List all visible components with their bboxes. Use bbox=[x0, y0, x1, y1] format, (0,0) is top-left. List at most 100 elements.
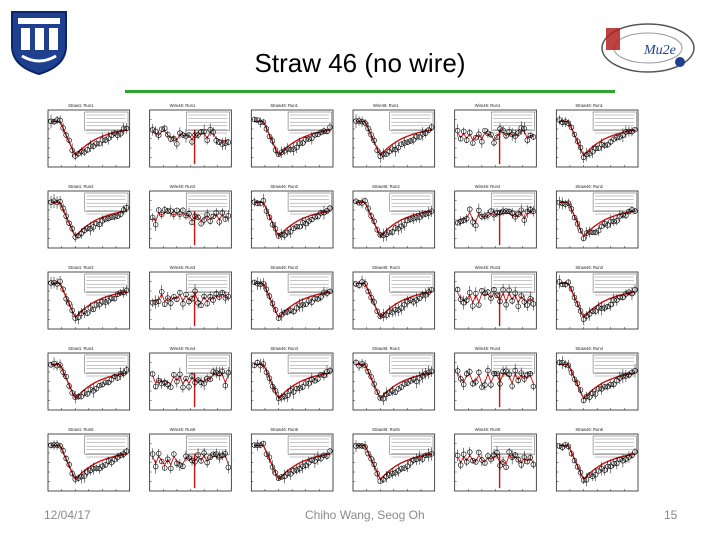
data-point bbox=[204, 300, 210, 307]
data-point bbox=[479, 213, 485, 220]
data-point bbox=[473, 379, 479, 385]
plot-panel: Wire46: Run5 bbox=[149, 427, 232, 492]
data-point bbox=[353, 281, 359, 287]
data-point bbox=[500, 208, 506, 215]
data-point bbox=[275, 233, 282, 239]
data-point bbox=[192, 213, 198, 220]
fit-curve bbox=[559, 201, 636, 238]
data-point bbox=[413, 378, 420, 385]
data-point bbox=[599, 305, 605, 312]
data-point bbox=[530, 301, 537, 307]
stats-box bbox=[186, 354, 230, 374]
plot-panel: Straw46: Run1 bbox=[555, 103, 639, 168]
data-point bbox=[515, 377, 521, 384]
data-point bbox=[571, 457, 578, 464]
data-point bbox=[297, 385, 303, 391]
data-point bbox=[482, 290, 488, 296]
data-point bbox=[476, 369, 482, 376]
data-point bbox=[171, 211, 177, 217]
stats-box bbox=[592, 111, 637, 131]
data-point bbox=[629, 207, 635, 213]
data-point bbox=[165, 456, 171, 462]
data-point bbox=[626, 289, 632, 295]
data-point bbox=[485, 289, 491, 295]
mu2e-wordmark: Mu2e bbox=[643, 43, 676, 58]
data-point bbox=[454, 452, 461, 459]
data-point bbox=[524, 208, 530, 215]
data-point bbox=[198, 458, 204, 464]
data-point bbox=[377, 395, 383, 401]
data-point bbox=[506, 371, 512, 378]
data-point bbox=[87, 467, 94, 474]
data-point bbox=[290, 225, 297, 232]
data-point bbox=[374, 227, 380, 233]
data-point bbox=[602, 384, 608, 390]
data-point bbox=[356, 363, 362, 369]
data-point bbox=[374, 470, 380, 477]
data-point bbox=[380, 232, 386, 239]
data-point bbox=[506, 287, 512, 293]
data-point bbox=[312, 295, 318, 302]
data-point bbox=[503, 208, 509, 214]
data-point bbox=[306, 380, 312, 387]
data-point bbox=[556, 359, 563, 366]
data-point bbox=[275, 395, 282, 402]
data-point bbox=[416, 295, 423, 302]
data-point bbox=[149, 451, 156, 457]
data-point bbox=[321, 372, 327, 379]
data-point bbox=[99, 299, 106, 305]
data-point bbox=[359, 119, 365, 125]
plot-panel: Straw1: Run3 bbox=[47, 265, 131, 330]
data-point bbox=[263, 369, 270, 376]
data-point bbox=[620, 212, 626, 218]
data-point bbox=[410, 215, 417, 222]
data-point bbox=[66, 461, 72, 468]
data-point bbox=[156, 207, 162, 213]
data-point bbox=[457, 136, 464, 142]
data-point bbox=[602, 467, 608, 473]
data-point bbox=[512, 452, 518, 458]
data-point bbox=[497, 298, 503, 305]
data-point bbox=[48, 442, 54, 449]
data-point bbox=[595, 305, 602, 311]
data-point bbox=[413, 456, 420, 463]
data-point bbox=[99, 218, 106, 224]
stats-box bbox=[287, 192, 332, 212]
data-point bbox=[312, 378, 318, 384]
data-point bbox=[263, 126, 270, 132]
data-point bbox=[78, 148, 84, 155]
data-point bbox=[192, 288, 198, 294]
data-point bbox=[410, 137, 417, 143]
data-point bbox=[177, 211, 183, 217]
data-point bbox=[297, 140, 303, 146]
data-point bbox=[371, 218, 377, 225]
data-point bbox=[556, 443, 563, 449]
data-point bbox=[583, 393, 590, 400]
plot-panel: Wire46: Run3 bbox=[454, 265, 537, 330]
data-point bbox=[482, 382, 488, 388]
plot-title: Straw46: Run4 bbox=[575, 346, 603, 351]
data-point bbox=[500, 287, 506, 293]
stats-box bbox=[186, 273, 230, 293]
data-point bbox=[577, 387, 584, 393]
data-point bbox=[470, 380, 476, 387]
data-point bbox=[251, 116, 258, 123]
data-point bbox=[374, 389, 380, 395]
data-point bbox=[312, 458, 318, 464]
plot-panel: Straw1: Run1 bbox=[47, 103, 131, 168]
data-point bbox=[629, 128, 635, 135]
data-point bbox=[488, 456, 494, 462]
data-point bbox=[374, 308, 380, 314]
data-point bbox=[580, 235, 587, 242]
plot-title: Straw46: Run1 bbox=[575, 103, 603, 108]
data-point bbox=[123, 448, 130, 454]
data-point bbox=[269, 383, 276, 390]
data-point bbox=[386, 229, 392, 236]
data-point bbox=[222, 140, 229, 147]
data-point bbox=[527, 206, 534, 213]
plot-title: Straw1: Run3 bbox=[68, 265, 94, 270]
data-point bbox=[108, 459, 115, 466]
data-point bbox=[114, 291, 121, 297]
data-point bbox=[515, 211, 521, 218]
data-point bbox=[404, 298, 411, 305]
